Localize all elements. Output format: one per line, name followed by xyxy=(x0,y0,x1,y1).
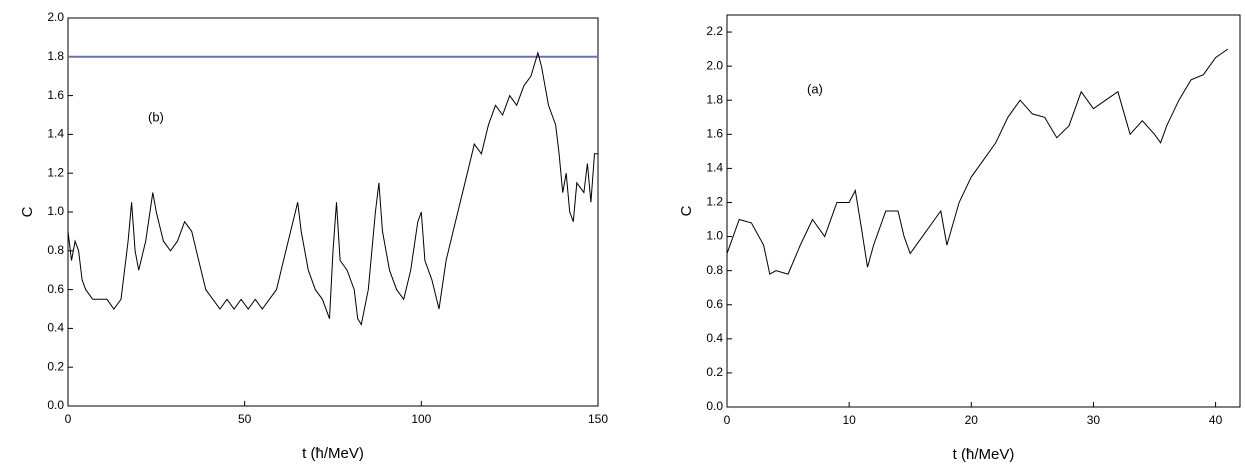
annotation: (a) xyxy=(807,81,823,96)
y-tick-label: 1.8 xyxy=(706,92,723,106)
y-tick-label: 0.2 xyxy=(47,359,64,373)
x-tick-label: 50 xyxy=(238,412,252,426)
y-tick-label: 0.6 xyxy=(47,282,64,296)
y-tick-label: 2.2 xyxy=(706,24,723,38)
y-tick-label: 0.0 xyxy=(706,399,723,413)
y-tick-label: 0.6 xyxy=(706,297,723,311)
y-tick-label: 1.0 xyxy=(706,229,723,243)
x-axis-label: t (ħ/MeV) xyxy=(302,445,364,462)
x-tick-label: 10 xyxy=(842,413,856,427)
y-tick-label: 1.2 xyxy=(47,165,64,179)
y-tick-label: 2.0 xyxy=(706,58,723,72)
y-tick-label: 0.8 xyxy=(47,243,64,257)
x-tick-label: 150 xyxy=(588,412,608,426)
x-tick-label: 30 xyxy=(1087,413,1101,427)
x-tick-label: 0 xyxy=(724,413,731,427)
plot-frame xyxy=(67,17,599,407)
y-tick-label: 1.0 xyxy=(47,204,64,218)
x-axis-label: t (ħ/MeV) xyxy=(953,446,1015,463)
y-tick-label: 1.4 xyxy=(706,161,723,175)
y-tick-label: 1.4 xyxy=(47,127,64,141)
y-tick-label: 0.4 xyxy=(706,331,723,345)
y-tick-label: 0.8 xyxy=(706,263,723,277)
data-line xyxy=(726,48,1229,275)
plot-frame xyxy=(726,14,1241,408)
x-tick-label: 100 xyxy=(411,412,431,426)
data-line xyxy=(67,51,598,326)
y-tick-label: 1.2 xyxy=(706,195,723,209)
y-axis-label: C xyxy=(19,206,36,217)
annotation: (b) xyxy=(148,109,164,124)
y-axis-label: C xyxy=(678,205,695,216)
x-tick-label: 40 xyxy=(1209,413,1223,427)
y-tick-label: 0.0 xyxy=(47,398,64,412)
x-tick-label: 20 xyxy=(965,413,979,427)
x-tick-label: 0 xyxy=(65,412,72,426)
y-tick-label: 1.6 xyxy=(706,126,723,140)
y-tick-label: 1.8 xyxy=(47,49,64,63)
y-tick-label: 1.6 xyxy=(47,88,64,102)
y-tick-label: 0.4 xyxy=(47,321,64,335)
y-tick-label: 2.0 xyxy=(47,10,64,24)
y-tick-label: 0.2 xyxy=(706,365,723,379)
